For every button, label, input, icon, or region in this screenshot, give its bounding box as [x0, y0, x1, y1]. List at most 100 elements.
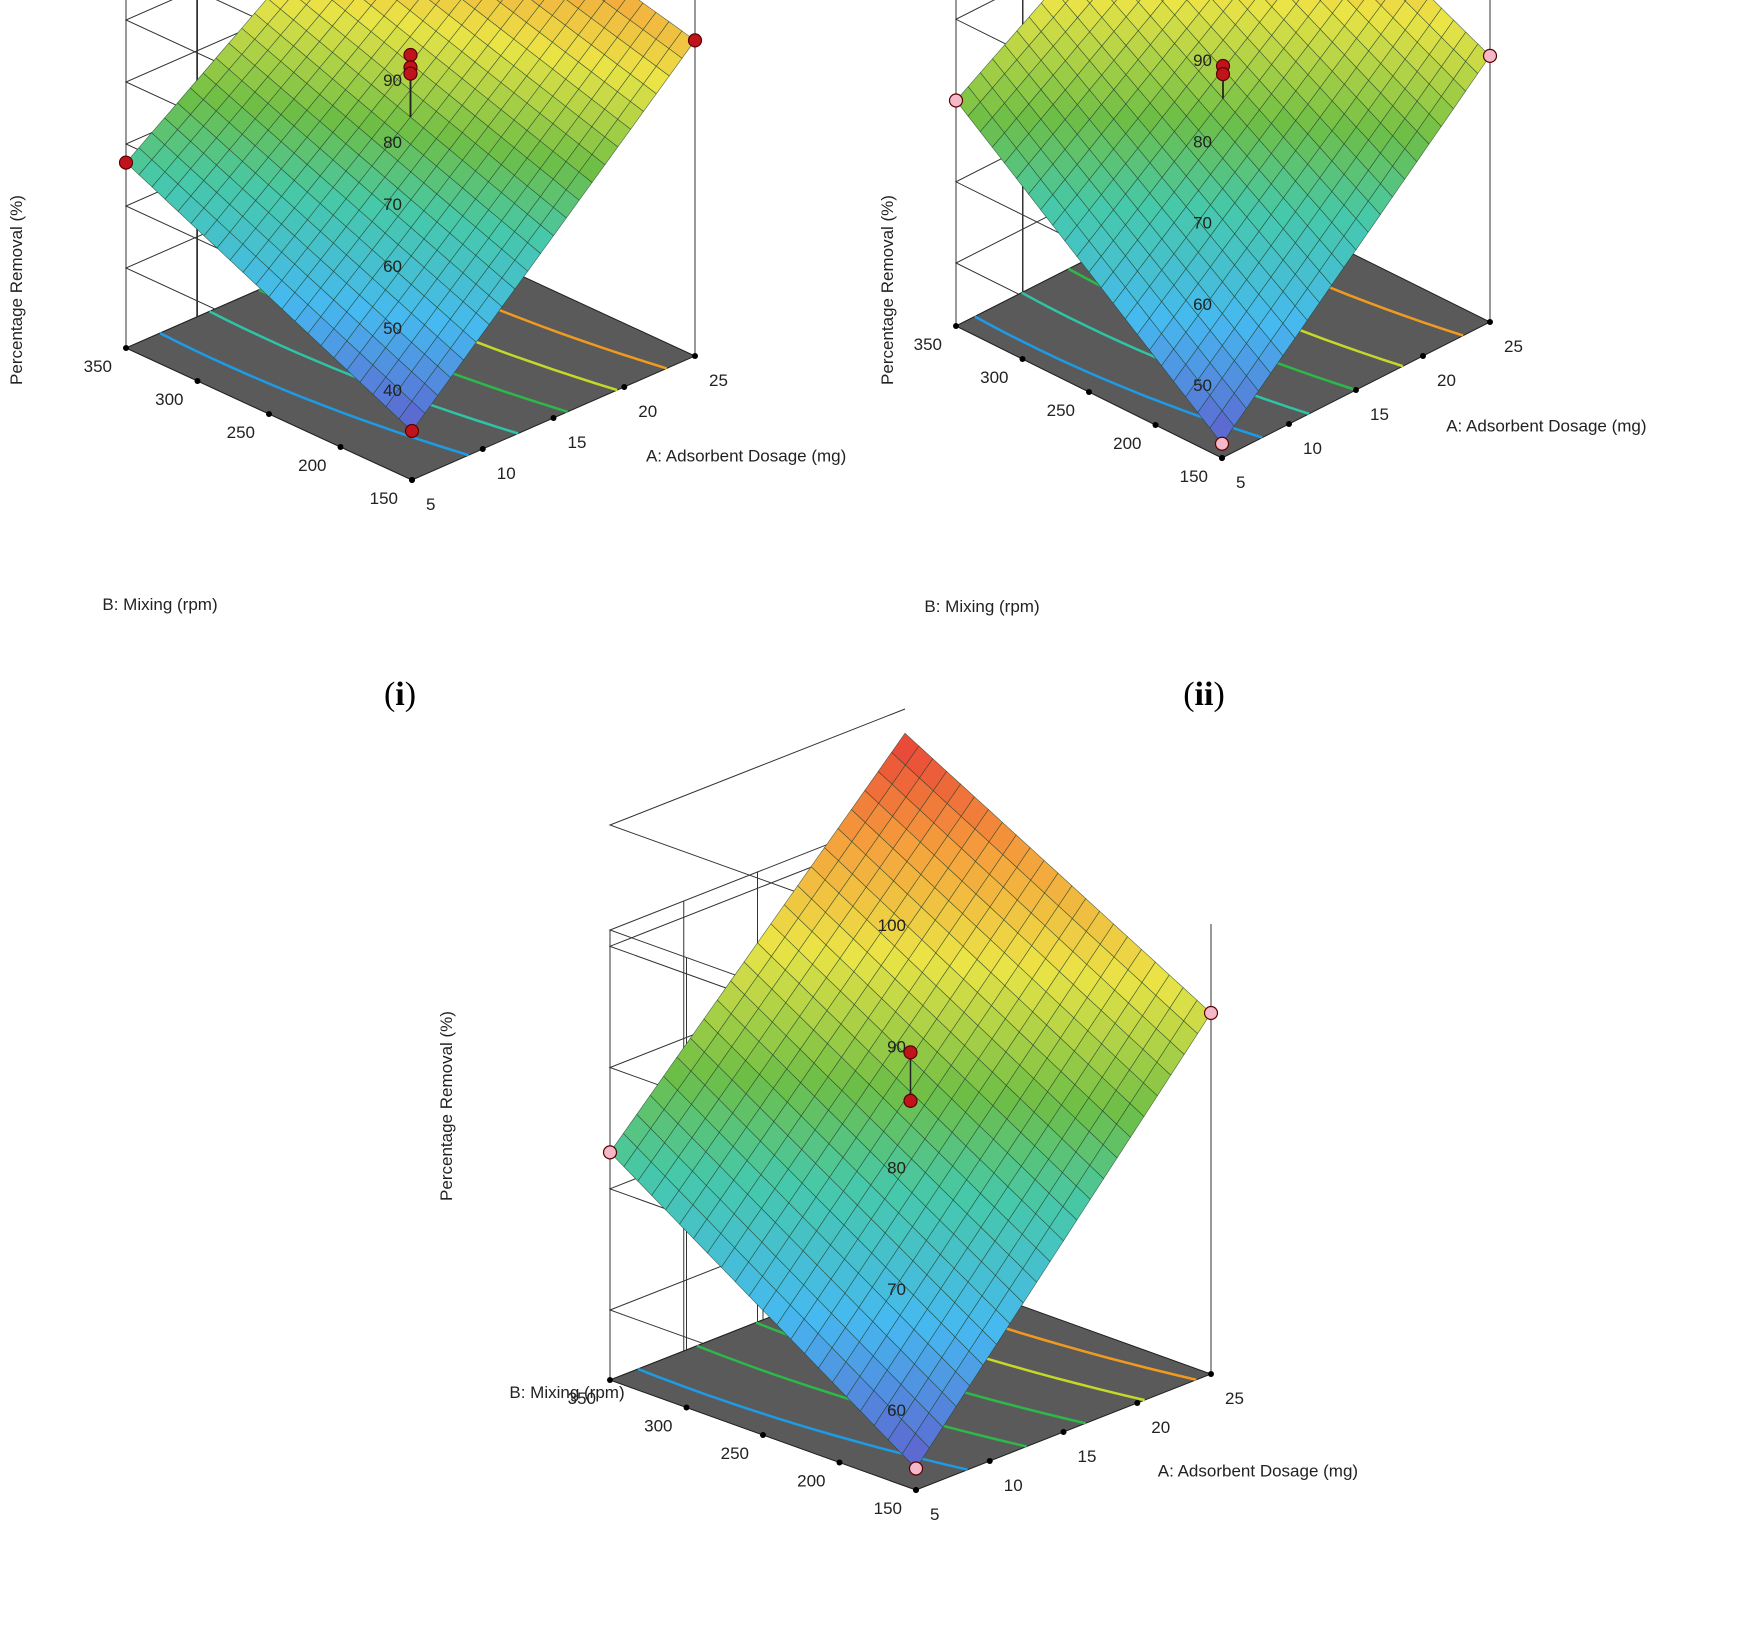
surface-cell — [566, 0, 586, 9]
y-tick-mark — [1152, 422, 1159, 428]
y-tick-mark — [607, 1377, 613, 1383]
panel-label: (i) — [384, 676, 416, 713]
x-tick-mark — [1208, 1371, 1214, 1377]
surface-cell — [1086, 0, 1093, 4]
surface-cell — [1238, 0, 1256, 10]
z-tick-label: 50 — [1193, 376, 1212, 395]
y-tick-mark — [1019, 356, 1026, 362]
surface-cell — [1265, 0, 1278, 8]
design-point-1 — [404, 423, 420, 439]
design-point-1 — [1214, 436, 1230, 451]
x-tick-mark — [1420, 353, 1426, 359]
y-tick-label: 150 — [874, 1499, 902, 1518]
x-tick-mark — [1353, 387, 1359, 393]
y-tick-label: 300 — [155, 390, 183, 409]
z-axis-title: Percentage Removal (%) — [878, 195, 897, 385]
x-tick-label: 20 — [1151, 1418, 1170, 1437]
x-tick-label: 10 — [1303, 439, 1322, 458]
z-tick-label: 40 — [383, 381, 402, 400]
x-tick-label: 25 — [1225, 1389, 1244, 1408]
y-tick-mark — [683, 1404, 690, 1411]
response-surface — [955, 0, 1491, 445]
x-tick-label: 25 — [709, 371, 728, 390]
x-axis-title: A: Adsorbent Dosage (mg) — [1446, 417, 1646, 436]
x-tick-label: 25 — [1504, 337, 1523, 356]
y-tick-mark — [760, 1432, 766, 1438]
design-points — [948, 48, 1498, 451]
z-tick-label: 50 — [383, 319, 402, 338]
z-tick-label: 80 — [887, 1159, 906, 1178]
z-tick-label: 80 — [383, 133, 402, 152]
response-surface — [609, 732, 1212, 1469]
design-point-5 — [903, 1093, 918, 1108]
panel-label-roman: i — [395, 676, 404, 713]
panel-label-close: ) — [1213, 676, 1224, 713]
design-point-2 — [948, 93, 964, 108]
z-tick-label: 80 — [1193, 132, 1212, 151]
y-tick-mark — [266, 411, 272, 417]
surface-cell — [496, 0, 503, 4]
y-tick-mark — [194, 378, 201, 384]
x-tick-label: 20 — [638, 402, 657, 421]
y-tick-mark — [409, 477, 415, 483]
y-tick-label: 250 — [227, 423, 255, 442]
panel-label: (ii) — [1183, 676, 1225, 713]
design-point-7 — [403, 66, 418, 81]
axis-labels: 5 10 15 20 25 150 200 250 300 350 50 60 70 80 90 A: Ads… — [878, 51, 1647, 713]
x-tick-mark — [986, 1458, 993, 1464]
y-tick-label: 150 — [1180, 467, 1208, 486]
z-tick-label: 90 — [1193, 51, 1212, 70]
y-tick-mark — [1086, 389, 1092, 395]
x-tick-mark — [479, 446, 486, 452]
design-points — [602, 1005, 1219, 1476]
y-tick-mark — [337, 444, 344, 450]
z-tick-label: 70 — [1193, 214, 1212, 233]
y-tick-label: 350 — [568, 1389, 596, 1408]
surface-cell — [1347, 0, 1365, 10]
x-tick-mark — [1487, 319, 1493, 325]
y-tick-label: 250 — [1047, 401, 1075, 420]
y-tick-label: 300 — [980, 368, 1008, 387]
surface-cell — [1111, 0, 1117, 4]
chart-panel-i: 5 10 15 20 25 150 200 250 300 350 40 50 60 70 80 90 A: A… — [7, 0, 846, 713]
x-tick-mark — [621, 384, 628, 390]
chart-panel-iii: 5 10 15 20 25 150 200 250 300 350 60 70 80 90 100 A: Ad… — [437, 708, 1358, 1524]
y-tick-label: 350 — [914, 335, 942, 354]
surface-cell — [269, 0, 289, 10]
z-tick-label: 90 — [383, 71, 402, 90]
panel-label-open: ( — [1183, 676, 1194, 713]
panel-label-close: ) — [405, 676, 416, 713]
y-tick-mark — [836, 1459, 843, 1466]
surface-cell — [1136, 0, 1141, 3]
y-axis-title: B: Mixing (rpm) — [102, 595, 217, 614]
y-axis-title: B: Mixing (rpm) — [924, 597, 1039, 616]
y-tick-label: 300 — [644, 1417, 672, 1436]
z-tick-label: 70 — [383, 195, 402, 214]
z-tick-label: 90 — [887, 1037, 906, 1056]
x-tick-mark — [1060, 1429, 1067, 1435]
design-point-2 — [602, 1145, 618, 1160]
x-axis-title: A: Adsorbent Dosage (mg) — [646, 446, 846, 465]
y-tick-label: 200 — [1113, 434, 1141, 453]
x-tick-label: 15 — [1078, 1447, 1097, 1466]
chart-panel-ii: 5 10 15 20 25 150 200 250 300 350 50 60 70 80 90 A: Ads… — [878, 0, 1647, 713]
z-axis-title: Percentage Removal (%) — [437, 1011, 456, 1201]
x-axis-title: A: Adsorbent Dosage (mg) — [1158, 1462, 1358, 1481]
design-points — [118, 33, 703, 439]
surface-cell — [396, 0, 419, 11]
x-tick-mark — [692, 353, 698, 359]
z-tick-label: 60 — [383, 257, 402, 276]
surface-cell — [462, 0, 483, 10]
z-tick-label: 70 — [887, 1280, 906, 1299]
z-axis-title: Percentage Removal (%) — [7, 195, 26, 385]
axis-labels: 5 10 15 20 25 150 200 250 300 350 40 50 60 70 80 90 A: A… — [7, 71, 846, 713]
response-surface — [125, 0, 696, 432]
x-tick-label: 10 — [497, 464, 516, 483]
panel-label-roman: ii — [1195, 676, 1214, 713]
y-tick-mark — [913, 1487, 919, 1493]
surface-cell — [531, 0, 545, 7]
y-tick-mark — [953, 323, 959, 329]
x-tick-mark — [1134, 1400, 1141, 1406]
panel-label-open: ( — [384, 676, 395, 713]
